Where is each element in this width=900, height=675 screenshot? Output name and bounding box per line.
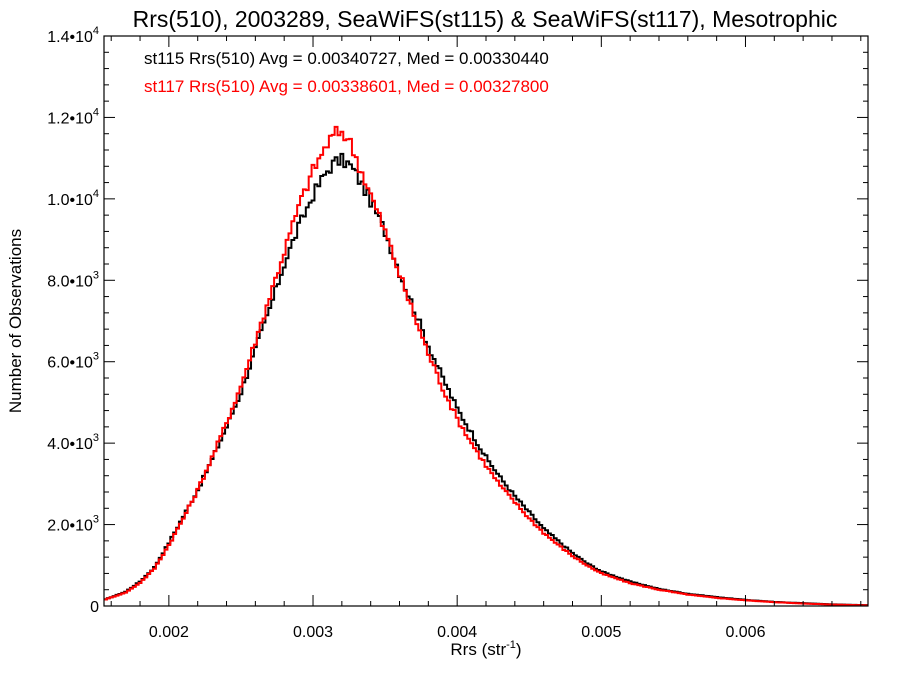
y-tick-mantissa: 1.2•10 (47, 110, 93, 127)
y-tick-label: 2.0•103 (47, 514, 99, 535)
y-tick-exponent: 4 (93, 188, 99, 200)
y-tick-label: 4.0•103 (47, 432, 99, 453)
chart-title: Rrs(510), 2003289, SeaWiFS(st115) & SeaW… (133, 6, 838, 32)
y-tick-mantissa: 1.4•10 (47, 29, 93, 46)
y-tick-mantissa: 8.0•10 (47, 273, 93, 290)
x-tick-label: 0.005 (581, 624, 621, 641)
y-tick-mantissa: 2.0•10 (47, 518, 93, 535)
y-tick-label: 1.0•104 (47, 188, 99, 209)
series-layer (104, 125, 868, 607)
series-st115-line (104, 152, 868, 607)
y-tick-label: 8.0•103 (47, 269, 99, 290)
x-axis-label: Rrs (str-1) (450, 639, 521, 659)
y-tick-exponent: 3 (93, 432, 99, 444)
legend-st117: st117 Rrs(510) Avg = 0.00338601, Med = 0… (144, 77, 549, 96)
y-tick-mantissa: 1.0•10 (47, 192, 93, 209)
x-tick-label: 0.004 (437, 624, 477, 641)
plot-frame (103, 35, 869, 607)
x-axis-label-main: Rrs (str (450, 640, 506, 659)
y-tick-label: 1.4•104 (47, 25, 99, 46)
y-tick-mantissa: 6.0•10 (47, 355, 93, 372)
y-tick-exponent: 3 (93, 351, 99, 363)
y-tick-label: 1.2•104 (47, 106, 99, 127)
ticks-layer: 0.002 0.003 0.004 0.005 0.00602.0•1034.0•103… (47, 25, 868, 641)
y-tick-exponent: 3 (93, 514, 99, 526)
series-st117-line (104, 125, 868, 607)
y-axis-label: Number of Observations (6, 229, 25, 413)
y-tick-exponent: 4 (93, 106, 99, 118)
x-tick-label: 0.006 (725, 624, 765, 641)
x-tick-label: 0.003 (293, 624, 333, 641)
y-tick-exponent: 3 (93, 269, 99, 281)
y-tick-mantissa: 4.0•10 (47, 436, 93, 453)
y-tick-exponent: 4 (93, 25, 99, 37)
x-axis-label-close: ) (516, 640, 522, 659)
y-tick-mantissa: 0 (90, 599, 99, 616)
y-tick-label: 6.0•103 (47, 351, 99, 372)
legend-st115: st115 Rrs(510) Avg = 0.00340727, Med = 0… (144, 49, 549, 68)
x-tick-label: 0.002 (149, 624, 189, 641)
x-axis-label-exp: -1 (506, 639, 516, 651)
y-tick-label: 0 (90, 599, 99, 616)
